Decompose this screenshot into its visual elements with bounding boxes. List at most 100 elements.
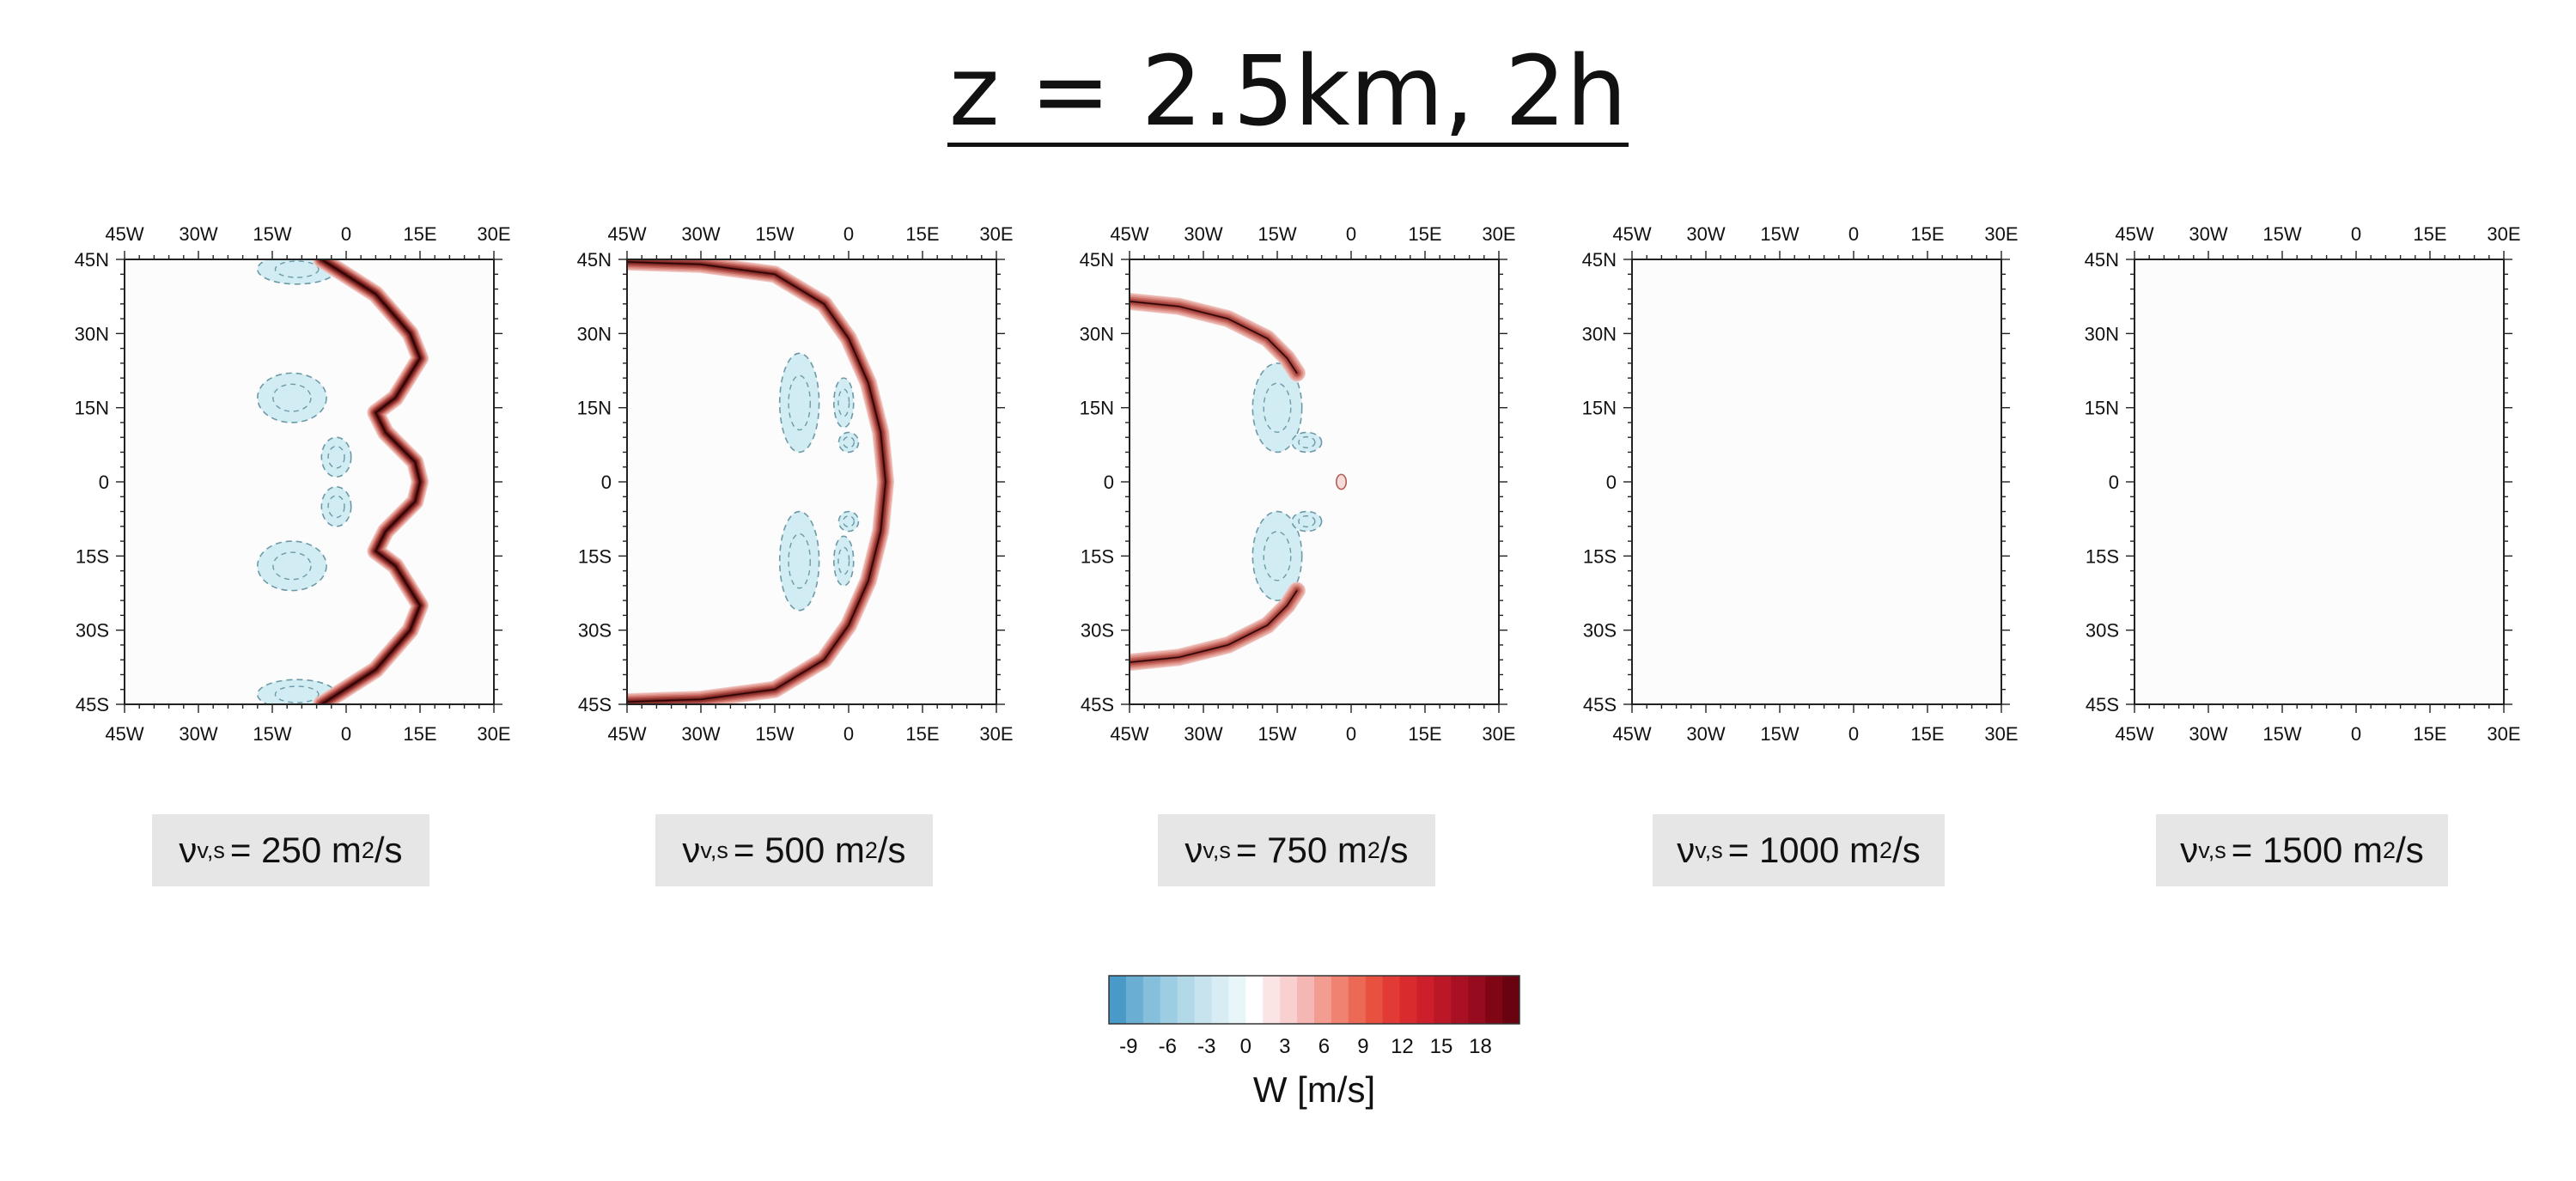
y-tick-label: 15S [1081, 545, 1114, 567]
downdraft-region [832, 535, 855, 587]
panel-caption-1: ν v,s = 250 m 2/s [152, 814, 429, 886]
caption-value: = 1500 m [2231, 830, 2384, 870]
y-tick-label: 45N [2085, 249, 2119, 271]
y-tick-label: 45N [1080, 249, 1114, 271]
colorbar-swatch [1331, 976, 1349, 1024]
caption-symbol: ν [682, 830, 701, 870]
field-layer [627, 259, 894, 704]
caption-sup: 2 [1367, 837, 1380, 863]
panel-caption-2: ν v,s = 500 m 2/s [655, 814, 933, 886]
x-tick-label-bottom: 15E [403, 723, 436, 745]
plot-area [125, 259, 494, 704]
x-tick-label-bottom: 45W [1110, 723, 1148, 745]
colorbar-swatch [1228, 976, 1246, 1024]
caption-sup: 2 [2383, 837, 2396, 863]
y-tick-label: 15S [578, 545, 612, 567]
downdraft-contour [1298, 515, 1316, 528]
caption-symbol: ν [1677, 830, 1696, 870]
x-tick-label-top: 0 [843, 223, 854, 245]
colorbar-swatch [1263, 976, 1281, 1024]
colorbar-label: W [m/s] [1252, 1069, 1376, 1110]
colorbar-swatch [1160, 976, 1178, 1024]
downdraft-contour [1298, 435, 1316, 448]
caption-symbol: ν [179, 830, 198, 870]
panel-caption-4: ν v,s = 1000 m 2/s [1653, 814, 1945, 886]
plot-area [1632, 259, 2001, 704]
y-tick-label: 45N [1582, 249, 1617, 271]
y-tick-label: 45S [76, 694, 109, 715]
x-tick-label-top: 0 [1848, 223, 1859, 245]
field-layer [256, 259, 429, 704]
x-tick-label-bottom: 30W [681, 723, 720, 745]
x-tick-label-top: 30W [2189, 223, 2227, 245]
y-tick-label: 15S [76, 545, 109, 567]
colorbar-tick-label: 6 [1318, 1035, 1330, 1058]
downdraft-contour [327, 445, 345, 469]
x-tick-label-top: 15W [253, 223, 291, 245]
y-tick-label: 30N [75, 323, 109, 344]
x-tick-label-top: 0 [341, 223, 351, 245]
y-tick-label: 45S [2086, 694, 2119, 715]
caption-sup: 2 [864, 837, 878, 863]
x-tick-label-bottom: 30E [1984, 723, 2018, 745]
x-tick-label-top: 45W [1110, 223, 1148, 245]
x-tick-label-bottom: 0 [2351, 723, 2361, 745]
x-tick-label-bottom: 30W [179, 723, 217, 745]
caption-unit: /s [877, 830, 906, 870]
colorbar-tick-label: -3 [1197, 1035, 1215, 1058]
x-tick-label-top: 15E [905, 223, 939, 245]
y-tick-label: 45S [578, 694, 612, 715]
y-tick-label: 45N [75, 249, 109, 271]
x-tick-label-top: 30W [179, 223, 217, 245]
x-tick-label-top: 30E [979, 223, 1013, 245]
colorbar-swatch [1211, 976, 1229, 1024]
colorbar-swatch [1297, 976, 1315, 1024]
colorbar-swatch [1434, 976, 1452, 1024]
y-tick-label: 30N [2085, 323, 2119, 344]
colorbar-swatch [1416, 976, 1434, 1024]
plot-area [627, 259, 996, 704]
x-tick-label-top: 30W [1184, 223, 1222, 245]
colorbar-swatch [1314, 976, 1332, 1024]
x-tick-label-top: 30E [2487, 223, 2520, 245]
x-tick-label-bottom: 30E [1482, 723, 1515, 745]
field-layer [1130, 292, 1348, 672]
caption-value: = 750 m [1235, 830, 1367, 870]
caption-symbol: ν [2180, 830, 2199, 870]
y-tick-label: 30S [1583, 620, 1617, 642]
caption-unit: /s [1892, 830, 1921, 870]
colorbar-swatch [1502, 976, 1520, 1024]
map-panel-4: 45W 45W 30W 30W 15W 15W 0 0 15E 15E 30E 30E 45N 30N 15… [1582, 223, 2019, 745]
x-tick-label-bottom: 0 [1346, 723, 1356, 745]
downdraft-contour [327, 495, 345, 519]
x-tick-label-top: 15W [2262, 223, 2301, 245]
x-tick-label-bottom: 15W [755, 723, 794, 745]
downdraft-region [837, 431, 860, 454]
colorbar-tick-label: 9 [1357, 1035, 1368, 1058]
caption-unit: /s [374, 830, 403, 870]
x-tick-label-bottom: 45W [607, 723, 646, 745]
x-tick-label-top: 15E [2413, 223, 2446, 245]
y-tick-label: 30S [578, 620, 612, 642]
downdraft-region [320, 436, 352, 478]
y-tick-label: 45N [577, 249, 612, 271]
plot-area [2134, 259, 2504, 704]
colorbar-tick-label: 0 [1240, 1035, 1251, 1058]
y-tick-label: 0 [99, 472, 109, 493]
updraft-core [1130, 590, 1298, 663]
colorbar-tick-label: 12 [1391, 1035, 1414, 1058]
caption-sub: v,s [1203, 837, 1231, 863]
colorbar-frame [1108, 975, 1520, 1025]
updraft-core [627, 261, 886, 703]
colorbar-swatch [1125, 976, 1144, 1024]
map-panel-5: 45W 45W 30W 30W 15W 15W 0 0 15E 15E 30E 30E 45N 30N 15… [2085, 223, 2521, 745]
y-tick-label: 15N [75, 398, 109, 419]
x-tick-label-top: 0 [2351, 223, 2361, 245]
y-tick-label: 0 [2109, 472, 2119, 493]
x-tick-label-top: 30E [477, 223, 510, 245]
y-tick-label: 30N [577, 323, 612, 344]
downdraft-contour [837, 388, 850, 417]
x-tick-label-top: 15E [403, 223, 436, 245]
colorbar-swatch [1245, 976, 1264, 1024]
downdraft-region [1251, 362, 1303, 454]
